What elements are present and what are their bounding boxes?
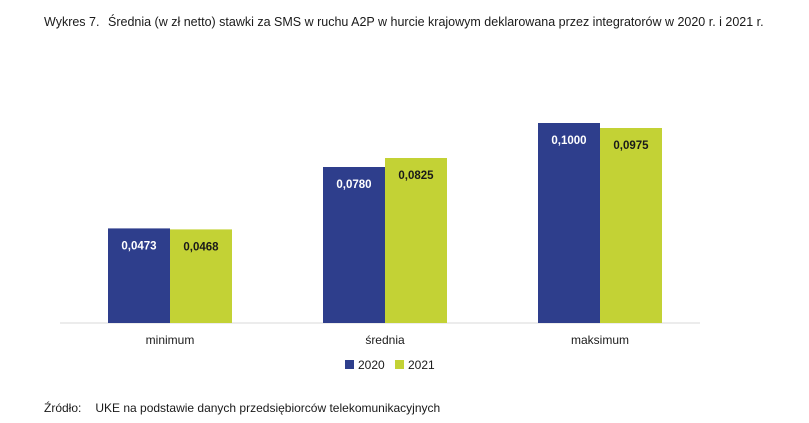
source-label: Źródło: (44, 401, 82, 415)
chart-title: Średnia (w zł netto) stawki za SMS w ruc… (108, 15, 764, 29)
bar-2020-1 (323, 167, 385, 323)
data-label-2021-0: 0,0468 (183, 241, 219, 253)
data-label-2020-1: 0,0780 (336, 179, 371, 191)
bar-2020-2 (538, 123, 600, 323)
legend-swatch-2020 (345, 360, 354, 369)
bar-2021-2 (600, 128, 662, 323)
legend-label-2020: 2020 (358, 358, 385, 372)
data-label-2021-1: 0,0825 (398, 170, 434, 182)
x-tick-label-1: średnia (365, 333, 405, 347)
bar-2021-1 (385, 158, 447, 323)
legend-label-2021: 2021 (408, 358, 435, 372)
bar-2021-0 (170, 229, 232, 323)
x-tick-label-2: maksimum (571, 333, 629, 347)
caption-number: Wykres 7. (44, 15, 100, 29)
data-label-2020-2: 0,1000 (551, 135, 586, 147)
source-text: UKE na podstawie danych przedsiębiorców … (95, 401, 441, 415)
bar-2020-0 (108, 228, 170, 323)
source-note: Źródło: UKE na podstawie danych przedsię… (44, 401, 440, 415)
legend-swatch-2021 (395, 360, 404, 369)
x-tick-label-0: minimum (146, 333, 195, 347)
data-label-2020-0: 0,0473 (121, 240, 156, 252)
data-label-2021-2: 0,0975 (613, 140, 649, 152)
